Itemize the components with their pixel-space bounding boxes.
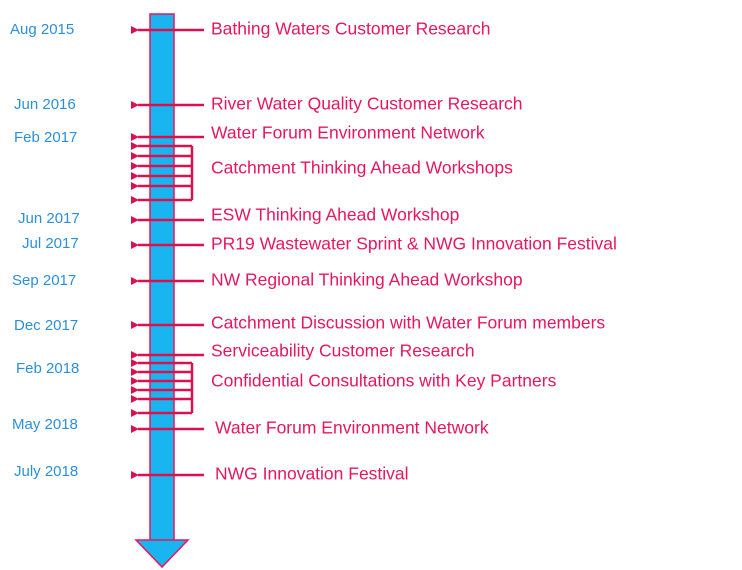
labels: Aug 2015 Jun 2016 Feb 2017 Jun 2017 Jul 2017… [10,19,617,484]
event-label: Bathing Waters Customer Research [211,19,490,39]
date-label: July 2018 [14,463,78,480]
date-label: Feb 2017 [14,129,77,146]
date-label: Jun 2016 [14,96,76,113]
event-label: Serviceability Customer Research [211,341,475,361]
event-label: NW Regional Thinking Ahead Workshop [211,270,523,290]
date-label: Jun 2017 [18,210,80,227]
date-label: Jul 2017 [22,235,79,252]
date-label: Sep 2017 [12,272,76,289]
event-label: Confidential Consultations with Key Part… [211,371,557,391]
date-label: Aug 2015 [10,21,74,38]
arrows [131,26,204,479]
event-label: ESW Thinking Ahead Workshop [211,205,459,225]
timeline-bar [149,13,175,543]
event-label: PR19 Wastewater Sprint & NWG Innovation … [211,234,617,254]
date-label: Dec 2017 [14,317,78,334]
timeline-arrowhead [134,539,190,569]
event-label: River Water Quality Customer Research [211,94,523,114]
event-label: Catchment Discussion with Water Forum me… [211,313,605,333]
event-label: Water Forum Environment Network [215,418,489,438]
event-label: Water Forum Environment Network [211,123,485,143]
event-label: Catchment Thinking Ahead Workshops [211,158,513,178]
date-label: May 2018 [12,416,78,433]
date-label: Feb 2018 [16,360,79,377]
event-label: NWG Innovation Festival [215,464,409,484]
